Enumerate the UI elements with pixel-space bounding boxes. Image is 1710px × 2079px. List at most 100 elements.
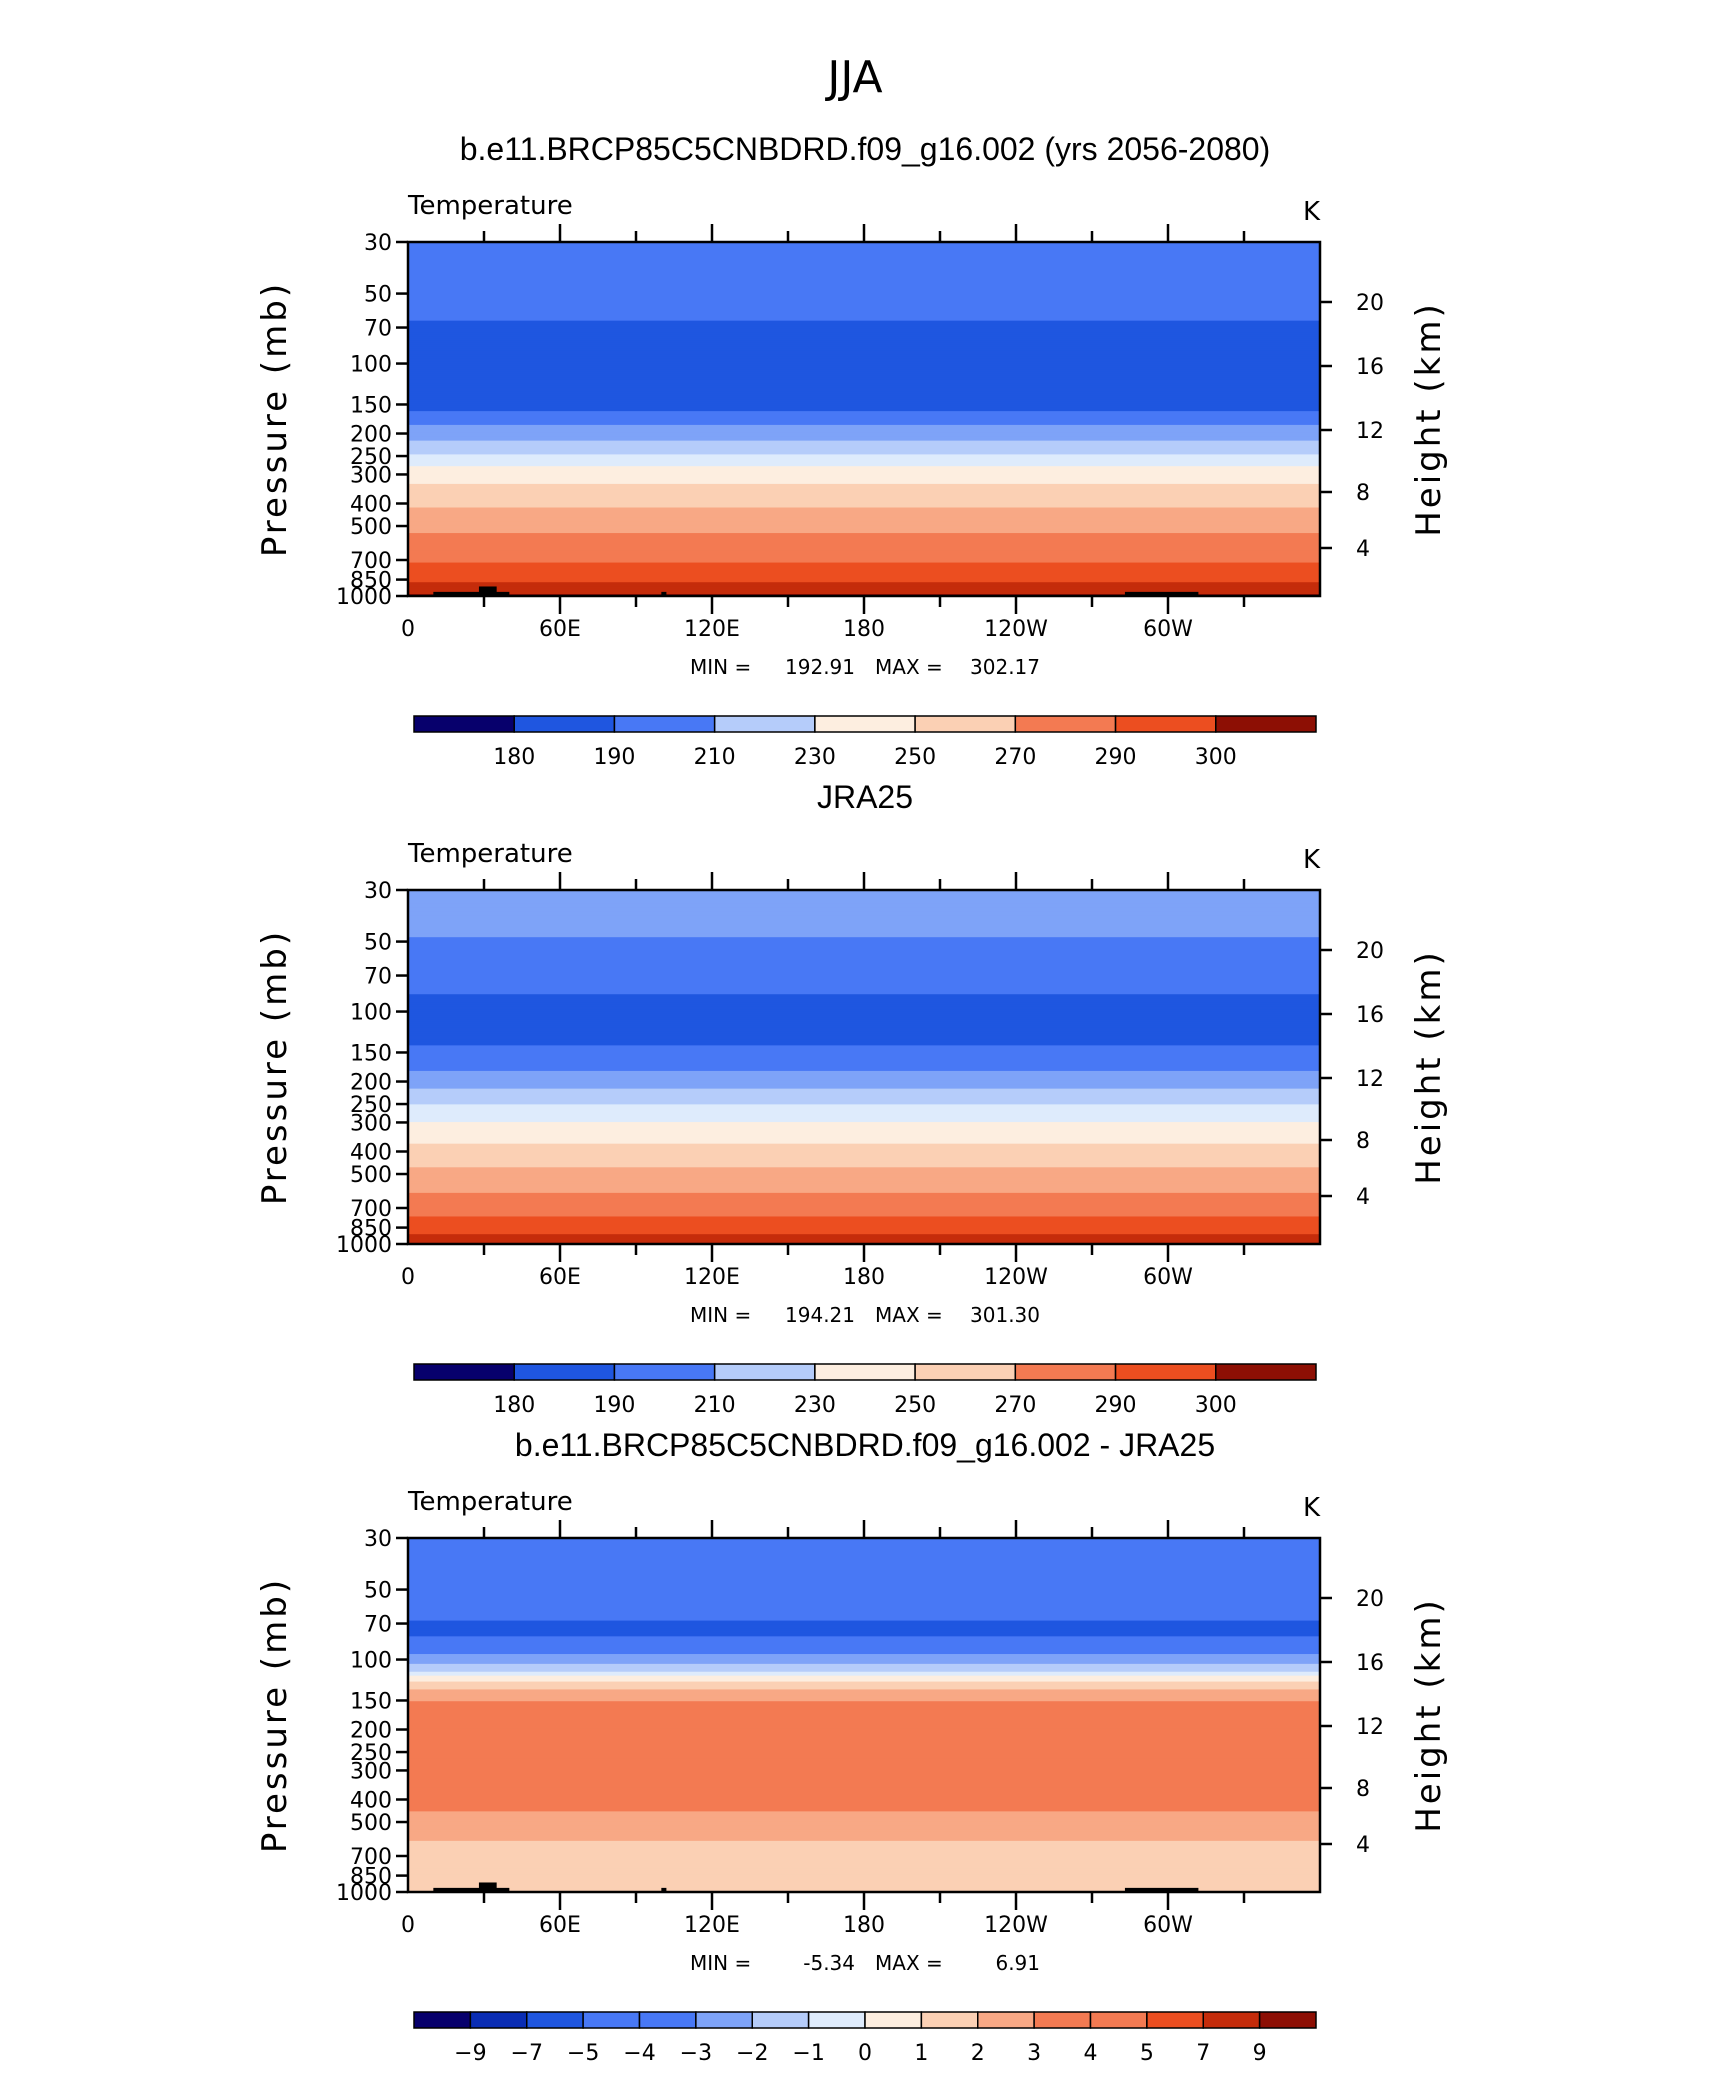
- orography-block: [478, 586, 497, 596]
- heatmap-band: [408, 1553, 1320, 1557]
- heatmap-band: [408, 1687, 1320, 1691]
- heatmap-band: [408, 1724, 1320, 1728]
- heatmap-band: [408, 1862, 1320, 1866]
- panel-title: b.e11.BRCP85C5CNBDRD.f09_g16.002 - JRA25: [515, 1427, 1215, 1463]
- heatmap-band: [408, 592, 1320, 595]
- p-tick-label: 1000: [336, 1881, 392, 1906]
- heatmap-band: [408, 399, 1320, 402]
- heatmap-band: [408, 360, 1320, 363]
- heatmap-band: [408, 320, 1320, 324]
- heatmap-band: [408, 442, 1320, 446]
- heatmap-band: [408, 537, 1320, 540]
- colorbar-box: [526, 2011, 584, 2029]
- p-tick-label: 700: [350, 1845, 392, 1870]
- colorbar-box: [613, 715, 716, 733]
- colorbar-label: 300: [1195, 745, 1237, 770]
- heatmap-band: [408, 1059, 1320, 1062]
- heatmap-band: [408, 1137, 1320, 1141]
- heatmap-band: [408, 542, 1320, 546]
- p-tick-label: 150: [350, 1689, 392, 1714]
- heatmap-band: [408, 1831, 1320, 1834]
- heatmap-band: [408, 1196, 1320, 1200]
- heatmap-band: [408, 1577, 1320, 1580]
- heatmap-band: [408, 1858, 1320, 1862]
- p-tick-label: 1000: [336, 1233, 392, 1258]
- heatmap-band: [408, 1606, 1320, 1610]
- heatmap-band: [408, 907, 1320, 911]
- heatmap-band: [408, 1748, 1320, 1751]
- heatmap-band: [408, 986, 1320, 989]
- heatmap-band: [408, 1559, 1320, 1563]
- min-max-stats: MIN = 194.21 MAX = 301.30: [690, 1303, 1040, 1327]
- heatmap-band: [408, 464, 1320, 467]
- heatmap-band: [408, 1153, 1320, 1157]
- heatmap-band: [408, 1116, 1320, 1119]
- heatmap-band: [408, 1206, 1320, 1210]
- x-tick-label: 180: [843, 1265, 885, 1290]
- colorbar-box: [914, 1363, 1017, 1381]
- heatmap-band: [408, 1693, 1320, 1696]
- max-value: 6.91: [995, 1951, 1040, 1975]
- x-tick-label: 120E: [684, 617, 740, 642]
- colorbar-box: [513, 1363, 616, 1381]
- heatmap-band: [408, 1785, 1320, 1789]
- heatmap-band: [408, 1836, 1320, 1840]
- heatmap-band: [408, 1842, 1320, 1846]
- y-axis-label-left: Pressure (mb): [255, 1577, 295, 1853]
- heatmap-band: [408, 1181, 1320, 1184]
- heatmap-band: [408, 1027, 1320, 1031]
- heatmap-band: [408, 261, 1320, 265]
- heatmap-band: [408, 1236, 1320, 1239]
- colorbar-box: [1114, 715, 1217, 733]
- panel-1: b.e11.BRCP85C5CNBDRD.f09_g16.002 (yrs 20…: [255, 131, 1449, 770]
- orography-block: [1124, 591, 1199, 596]
- heatmap-band: [408, 348, 1320, 351]
- heatmap-band: [408, 1657, 1320, 1661]
- h-tick-label: 20: [1356, 939, 1384, 964]
- orography: [433, 1882, 1199, 1892]
- heatmap-band: [408, 1194, 1320, 1198]
- heatmap-band: [408, 251, 1320, 255]
- heatmap-band: [408, 1713, 1320, 1716]
- height-axis: 20 16 12 8 4 Height (km): [1320, 939, 1449, 1210]
- heatmap-band: [408, 1612, 1320, 1616]
- heatmap-band: [408, 1583, 1320, 1586]
- heatmap-band: [408, 1551, 1320, 1555]
- heatmap-band: [408, 586, 1320, 589]
- heatmap-band: [408, 954, 1320, 958]
- p-tick-label: 300: [350, 463, 392, 488]
- heatmap-band: [408, 1795, 1320, 1799]
- heatmap-band: [408, 1673, 1320, 1677]
- heatmap-band: [408, 899, 1320, 903]
- heatmap-band: [408, 538, 1320, 542]
- heatmap-band: [408, 568, 1320, 572]
- heatmap-band: [408, 391, 1320, 395]
- y-axis-label-left: Pressure (mb): [255, 281, 295, 557]
- p-tick-label: 250: [350, 445, 392, 470]
- h-tick-label: 16: [1356, 1651, 1384, 1676]
- heatmap-band: [408, 1888, 1320, 1891]
- heatmap-band: [408, 1094, 1320, 1098]
- heatmap-band: [408, 1226, 1320, 1229]
- colorbar-box: [413, 2011, 472, 2029]
- heatmap-band: [408, 919, 1320, 923]
- heatmap-field: [408, 890, 1320, 1245]
- colorbar-label: 300: [1195, 1393, 1237, 1418]
- heatmap-band: [408, 529, 1320, 532]
- heatmap-band: [408, 1571, 1320, 1574]
- colorbar-label: 4: [1084, 2041, 1098, 2066]
- heatmap-band: [408, 1709, 1320, 1712]
- heatmap-band: [408, 1746, 1320, 1750]
- heatmap-band: [408, 1096, 1320, 1100]
- heatmap-band: [408, 915, 1320, 919]
- colorbar: −9 −7 −5 −4 −3 −2 −1 0 1 2 3 4 5 7 9: [413, 2011, 1317, 2066]
- heatmap-band: [408, 1819, 1320, 1822]
- heatmap-band: [408, 1760, 1320, 1763]
- heatmap-band: [408, 1589, 1320, 1592]
- heatmap-band: [408, 1701, 1320, 1704]
- heatmap-band: [408, 958, 1320, 962]
- heatmap-band: [408, 1634, 1320, 1637]
- colorbar-box: [977, 2011, 1035, 2029]
- heatmap-band: [408, 1610, 1320, 1614]
- heatmap-band: [408, 1575, 1320, 1578]
